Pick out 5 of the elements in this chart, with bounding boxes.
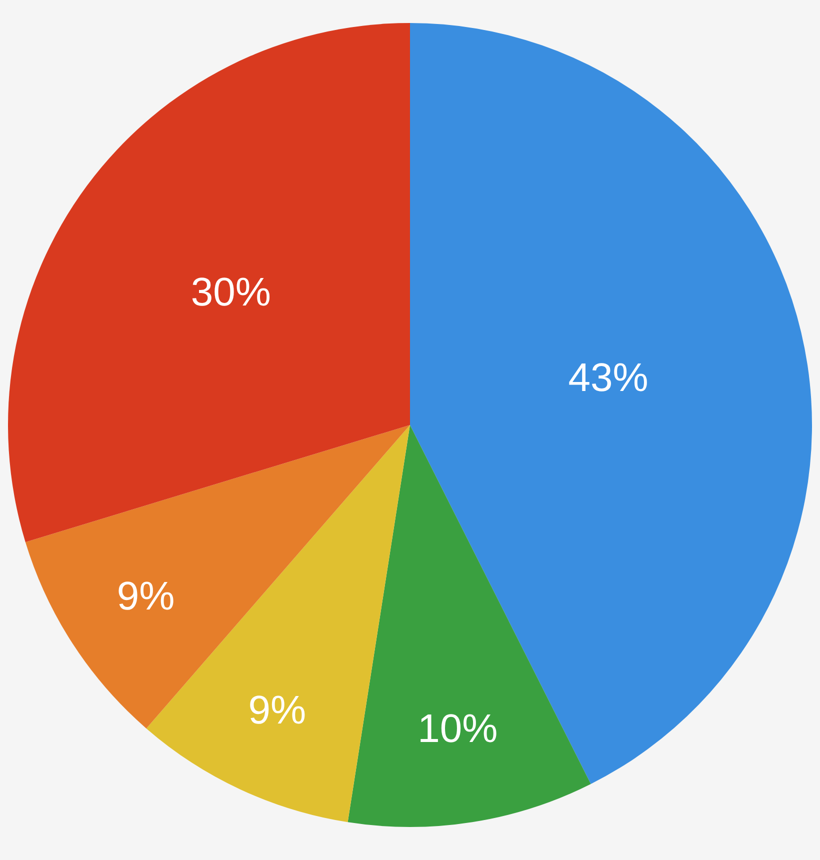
data-label: 10% — [418, 707, 498, 752]
data-label: 43% — [568, 356, 648, 400]
data-label: 9% — [116, 574, 175, 618]
data-label: 9% — [248, 688, 306, 733]
data-label: 30% — [190, 270, 271, 314]
